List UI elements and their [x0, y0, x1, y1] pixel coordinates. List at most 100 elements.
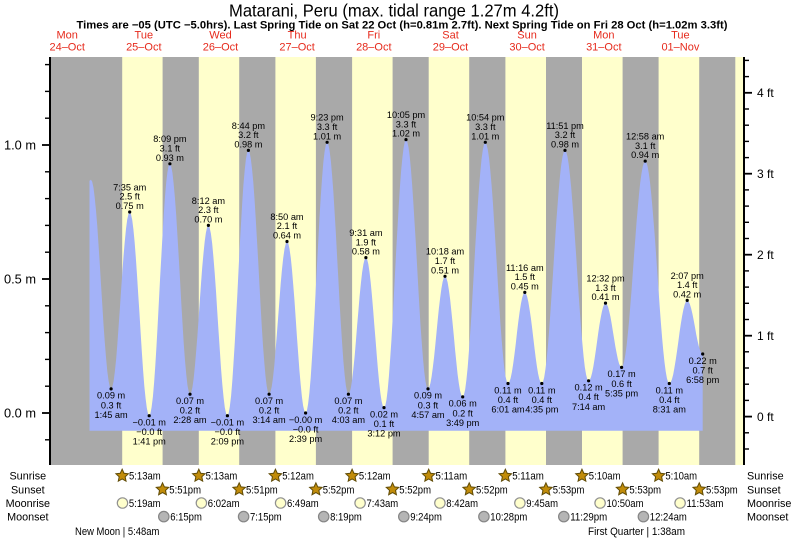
svg-text:1 ft: 1 ft	[757, 329, 774, 343]
svg-text:27–Oct: 27–Oct	[279, 42, 314, 54]
svg-text:Moonset: Moonset	[747, 512, 788, 524]
svg-text:30–Oct: 30–Oct	[509, 42, 544, 54]
svg-text:Moonset: Moonset	[7, 512, 48, 524]
svg-text:0.09 m: 0.09 m	[414, 391, 442, 401]
svg-text:0.45 m: 0.45 m	[511, 281, 539, 291]
svg-text:Wed: Wed	[209, 30, 231, 42]
svg-text:8:42am: 8:42am	[446, 498, 478, 510]
svg-text:Mon: Mon	[56, 30, 77, 42]
svg-text:5:10am: 5:10am	[589, 471, 621, 483]
svg-text:0.70 m: 0.70 m	[194, 214, 222, 224]
svg-text:26–Oct: 26–Oct	[203, 42, 238, 54]
svg-text:0.11 m: 0.11 m	[656, 385, 684, 395]
svg-text:1.7 ft: 1.7 ft	[435, 256, 456, 266]
svg-text:3:14 am: 3:14 am	[252, 415, 286, 425]
svg-text:Moonrise: Moonrise	[747, 498, 791, 510]
svg-text:0.98 m: 0.98 m	[551, 139, 579, 149]
svg-text:0.02 m: 0.02 m	[370, 409, 398, 419]
svg-text:2:09 pm: 2:09 pm	[211, 437, 245, 447]
svg-text:8:31 am: 8:31 am	[653, 405, 687, 415]
svg-text:11:29pm: 11:29pm	[570, 512, 607, 524]
svg-text:First Quarter | 1:38am: First Quarter | 1:38am	[588, 526, 685, 538]
svg-text:6:01 am: 6:01 am	[491, 405, 525, 415]
svg-text:10:18 am: 10:18 am	[426, 247, 465, 257]
svg-text:1.01 m: 1.01 m	[313, 131, 341, 141]
svg-text:12:58 am: 12:58 am	[626, 132, 665, 142]
svg-text:0.4 ft: 0.4 ft	[659, 395, 680, 405]
svg-text:−0.0 ft: −0.0 ft	[136, 427, 162, 437]
svg-text:5:51pm: 5:51pm	[169, 484, 201, 496]
svg-text:4 ft: 4 ft	[757, 86, 774, 100]
svg-text:5:13am: 5:13am	[206, 471, 238, 483]
svg-text:0.4 ft: 0.4 ft	[532, 395, 553, 405]
svg-text:Sunrise: Sunrise	[9, 471, 46, 483]
svg-text:−0.01 m: −0.01 m	[132, 418, 166, 428]
svg-text:5:53pm: 5:53pm	[706, 484, 738, 496]
svg-text:−0.00 m: −0.00 m	[289, 415, 323, 425]
svg-text:0.5 m: 0.5 m	[4, 272, 36, 287]
svg-text:2.5 ft: 2.5 ft	[119, 192, 140, 202]
svg-text:0.2 ft: 0.2 ft	[180, 406, 201, 416]
svg-text:1:41 pm: 1:41 pm	[133, 437, 167, 447]
svg-text:0.51 m: 0.51 m	[431, 265, 459, 275]
svg-text:1.0 m: 1.0 m	[4, 138, 36, 153]
svg-text:0.6 ft: 0.6 ft	[611, 379, 632, 389]
svg-text:3.1 ft: 3.1 ft	[635, 141, 656, 151]
svg-text:28–Oct: 28–Oct	[356, 42, 391, 54]
svg-text:6:02am: 6:02am	[208, 498, 240, 510]
svg-text:0.11 m: 0.11 m	[528, 385, 556, 395]
svg-text:5:53pm: 5:53pm	[629, 484, 661, 496]
svg-text:6:49am: 6:49am	[287, 498, 319, 510]
svg-text:24–Oct: 24–Oct	[49, 42, 84, 54]
svg-text:0.42 m: 0.42 m	[673, 289, 701, 299]
svg-text:New Moon | 5:48am: New Moon | 5:48am	[75, 526, 159, 538]
svg-text:Thu: Thu	[288, 30, 307, 42]
svg-text:5:11am: 5:11am	[512, 471, 544, 483]
svg-text:3:49 pm: 3:49 pm	[446, 418, 480, 428]
svg-text:3.2 ft: 3.2 ft	[238, 130, 259, 140]
svg-text:10:54 pm: 10:54 pm	[466, 113, 505, 123]
svg-text:8:09 pm: 8:09 pm	[153, 134, 187, 144]
svg-text:−0.01 m: −0.01 m	[211, 418, 245, 428]
svg-text:7:14 am: 7:14 am	[572, 402, 606, 412]
svg-text:0.3 ft: 0.3 ft	[101, 400, 122, 410]
svg-text:8:19pm: 8:19pm	[330, 512, 362, 524]
svg-text:3.3 ft: 3.3 ft	[475, 122, 496, 132]
svg-text:5:19am: 5:19am	[129, 498, 161, 510]
svg-text:6:15pm: 6:15pm	[170, 512, 202, 524]
svg-text:0 ft: 0 ft	[757, 410, 774, 424]
svg-text:Sunset: Sunset	[747, 484, 781, 496]
svg-text:8:50 am: 8:50 am	[270, 212, 304, 222]
svg-text:0.07 m: 0.07 m	[255, 396, 283, 406]
svg-text:0.12 m: 0.12 m	[575, 383, 603, 393]
svg-text:9:45am: 9:45am	[526, 498, 558, 510]
svg-text:0.75 m: 0.75 m	[116, 201, 144, 211]
svg-text:29–Oct: 29–Oct	[433, 42, 468, 54]
svg-text:11:53am: 11:53am	[687, 498, 724, 510]
svg-text:0.93 m: 0.93 m	[156, 153, 184, 163]
svg-text:Tue: Tue	[135, 30, 154, 42]
svg-text:1.02 m: 1.02 m	[392, 129, 420, 139]
svg-text:2:28 am: 2:28 am	[173, 415, 207, 425]
svg-text:0.41 m: 0.41 m	[591, 292, 619, 302]
svg-text:Fri: Fri	[367, 30, 380, 42]
svg-text:Mon: Mon	[593, 30, 614, 42]
svg-text:3 ft: 3 ft	[757, 167, 774, 181]
svg-text:0.06 m: 0.06 m	[449, 399, 477, 409]
svg-text:2.1 ft: 2.1 ft	[277, 221, 298, 231]
svg-text:5:12am: 5:12am	[282, 471, 314, 483]
svg-text:9:23 pm: 9:23 pm	[310, 113, 344, 123]
svg-text:7:43am: 7:43am	[367, 498, 399, 510]
svg-text:1.4 ft: 1.4 ft	[677, 280, 698, 290]
svg-text:0.07 m: 0.07 m	[176, 396, 204, 406]
svg-text:5:53pm: 5:53pm	[553, 484, 585, 496]
svg-text:9:24pm: 9:24pm	[410, 512, 442, 524]
svg-text:5:35 pm: 5:35 pm	[605, 388, 639, 398]
svg-text:5:51pm: 5:51pm	[246, 484, 278, 496]
svg-text:0.4 ft: 0.4 ft	[578, 392, 599, 402]
svg-text:2:39 pm: 2:39 pm	[289, 434, 323, 444]
svg-text:6:58 pm: 6:58 pm	[686, 375, 720, 385]
svg-text:11:51 pm: 11:51 pm	[546, 121, 584, 131]
svg-text:0.17 m: 0.17 m	[608, 369, 636, 379]
svg-text:7:15pm: 7:15pm	[250, 512, 282, 524]
